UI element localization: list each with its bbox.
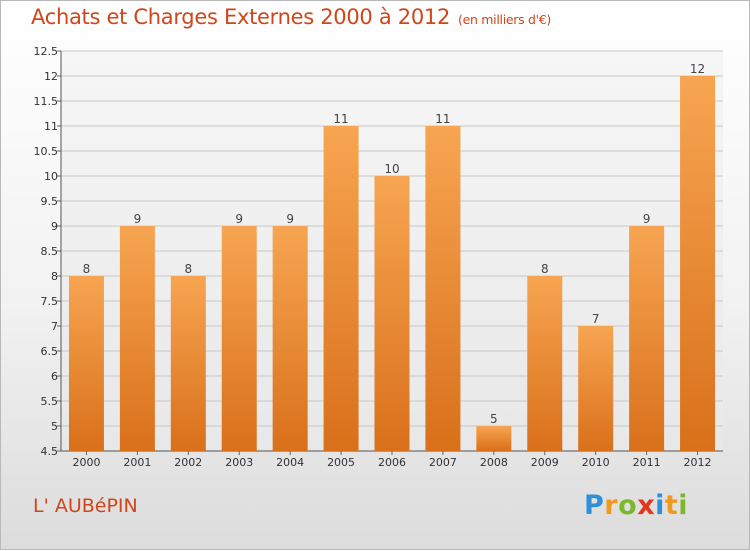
bar (119, 226, 155, 451)
logo-letter: r (604, 490, 619, 521)
chart-title-text: Achats et Charges Externes 2000 à 2012 (31, 5, 451, 29)
logo-letter: i (655, 490, 665, 521)
x-tick-label: 2003 (225, 456, 253, 469)
y-tick-label: 4.5 (41, 445, 59, 458)
chart-subtitle: (en milliers d'€) (458, 12, 551, 27)
y-tick-label: 11 (44, 120, 58, 133)
data-label: 7 (592, 312, 600, 326)
x-tick-label: 2010 (582, 456, 610, 469)
y-tick-label: 9 (51, 220, 58, 233)
x-tick-label: 2011 (633, 456, 661, 469)
y-tick-label: 10.5 (34, 145, 59, 158)
data-label: 8 (541, 262, 549, 276)
x-tick-label: 2009 (531, 456, 559, 469)
bar (272, 226, 308, 451)
data-label: 9 (134, 212, 142, 226)
bar (527, 276, 563, 451)
y-tick-label: 10 (44, 170, 58, 183)
x-tick-label: 2002 (174, 456, 202, 469)
y-tick-label: 7 (51, 320, 58, 333)
data-label: 12 (690, 62, 705, 76)
data-labels: 8 9 8 9 9 11 10 11 5 8 7 9 12 (83, 62, 706, 426)
logo-letter: t (664, 490, 679, 521)
data-label: 5 (490, 412, 498, 426)
bar (323, 126, 359, 451)
bar (476, 426, 512, 451)
y-tick-label: 8 (51, 270, 58, 283)
y-tick-label: 9.5 (41, 195, 59, 208)
x-tick-label: 2004 (276, 456, 304, 469)
commune-name: L' AUBéPIN (33, 495, 138, 517)
y-tick-label: 12 (44, 70, 58, 83)
y-tick-label: 11.5 (34, 95, 59, 108)
data-label: 9 (286, 212, 294, 226)
bar (425, 126, 461, 451)
logo-letter: P (584, 490, 605, 521)
logo-letter: i (678, 490, 689, 521)
bar (578, 326, 614, 451)
data-label: 9 (643, 212, 651, 226)
data-label: 11 (435, 112, 450, 126)
logo-letter: o (618, 490, 638, 521)
proxiti-logo[interactable]: Proxiti (584, 490, 688, 521)
bar (170, 276, 206, 451)
bar (221, 226, 257, 451)
data-label: 10 (384, 162, 399, 176)
data-label: 8 (184, 262, 192, 276)
y-tick-label: 6 (51, 370, 58, 383)
x-tick-label: 2007 (429, 456, 457, 469)
y-tick-label: 5.5 (41, 395, 59, 408)
bar (629, 226, 665, 451)
x-tick-label: 2012 (684, 456, 712, 469)
data-label: 11 (333, 112, 348, 126)
y-tick-label: 8.5 (41, 245, 59, 258)
x-tick-label: 2008 (480, 456, 508, 469)
y-tick-label: 12.5 (34, 45, 59, 58)
x-tick-label: 2000 (72, 456, 100, 469)
bar (374, 176, 410, 451)
y-tick-label: 6.5 (41, 345, 59, 358)
bar (68, 276, 104, 451)
chart-title: Achats et Charges Externes 2000 à 2012 (e… (31, 5, 551, 29)
y-tick-label: 7.5 (41, 295, 59, 308)
bars (68, 76, 716, 451)
x-tick-label: 2005 (327, 456, 355, 469)
bar (680, 76, 716, 451)
data-label: 8 (83, 262, 91, 276)
y-tick-label: 5 (51, 420, 58, 433)
logo-letter: x (637, 490, 656, 521)
x-tick-label: 2006 (378, 456, 406, 469)
x-tick-label: 2001 (123, 456, 151, 469)
data-label: 9 (235, 212, 243, 226)
